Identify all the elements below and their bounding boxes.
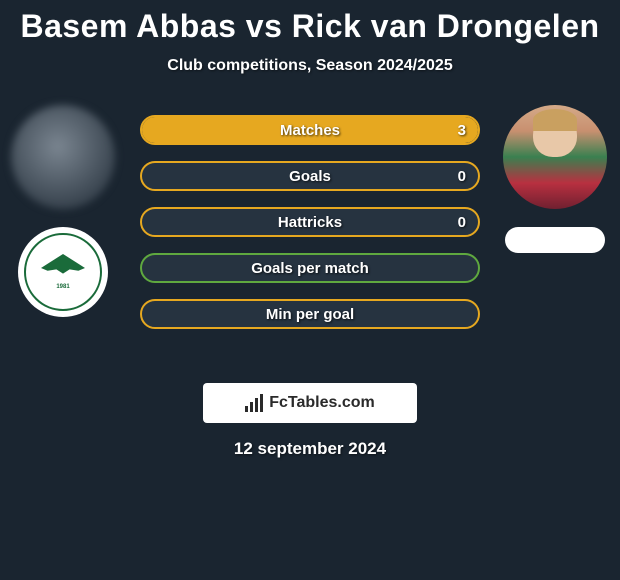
player-right-avatar <box>503 105 607 209</box>
stat-label: Goals per match <box>251 260 369 277</box>
konyaspor-year: 1981 <box>56 284 69 290</box>
brand-text: FcTables.com <box>269 394 375 412</box>
stat-row: Goals per match <box>140 253 480 283</box>
stat-value-right: 3 <box>458 122 466 139</box>
player-right-column <box>500 105 610 253</box>
brand-badge: FcTables.com <box>203 383 417 423</box>
stat-label: Hattricks <box>278 214 342 231</box>
player-right-club-logo <box>505 227 605 253</box>
date-text: 12 september 2024 <box>0 439 620 459</box>
subtitle: Club competitions, Season 2024/2025 <box>0 57 620 75</box>
konyaspor-eagle-icon <box>41 254 85 282</box>
stat-row: Matches 3 <box>140 115 480 145</box>
player-left-avatar <box>11 105 115 209</box>
stat-bars: Matches 3 Goals 0 Hattricks 0 Goals per match M… <box>140 115 480 345</box>
page-title: Basem Abbas vs Rick van Drongelen <box>0 0 620 45</box>
stat-value-right: 0 <box>458 214 466 231</box>
stat-value-right: 0 <box>458 168 466 185</box>
stat-row: Goals 0 <box>140 161 480 191</box>
comparison-content: 1981 Matches 3 Goals 0 Hattricks 0 Goals per m… <box>0 105 620 365</box>
stat-row: Min per goal <box>140 299 480 329</box>
chart-icon <box>245 394 263 412</box>
player-left-column: 1981 <box>8 105 118 317</box>
player-left-club-logo: 1981 <box>18 227 108 317</box>
stat-label: Matches <box>280 122 340 139</box>
stat-row: Hattricks 0 <box>140 207 480 237</box>
stat-label: Goals <box>289 168 331 185</box>
stat-label: Min per goal <box>266 306 354 323</box>
